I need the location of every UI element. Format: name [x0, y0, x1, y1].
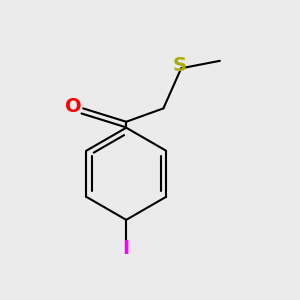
Text: S: S: [173, 56, 187, 75]
Text: O: O: [65, 98, 82, 116]
Text: I: I: [123, 238, 130, 258]
